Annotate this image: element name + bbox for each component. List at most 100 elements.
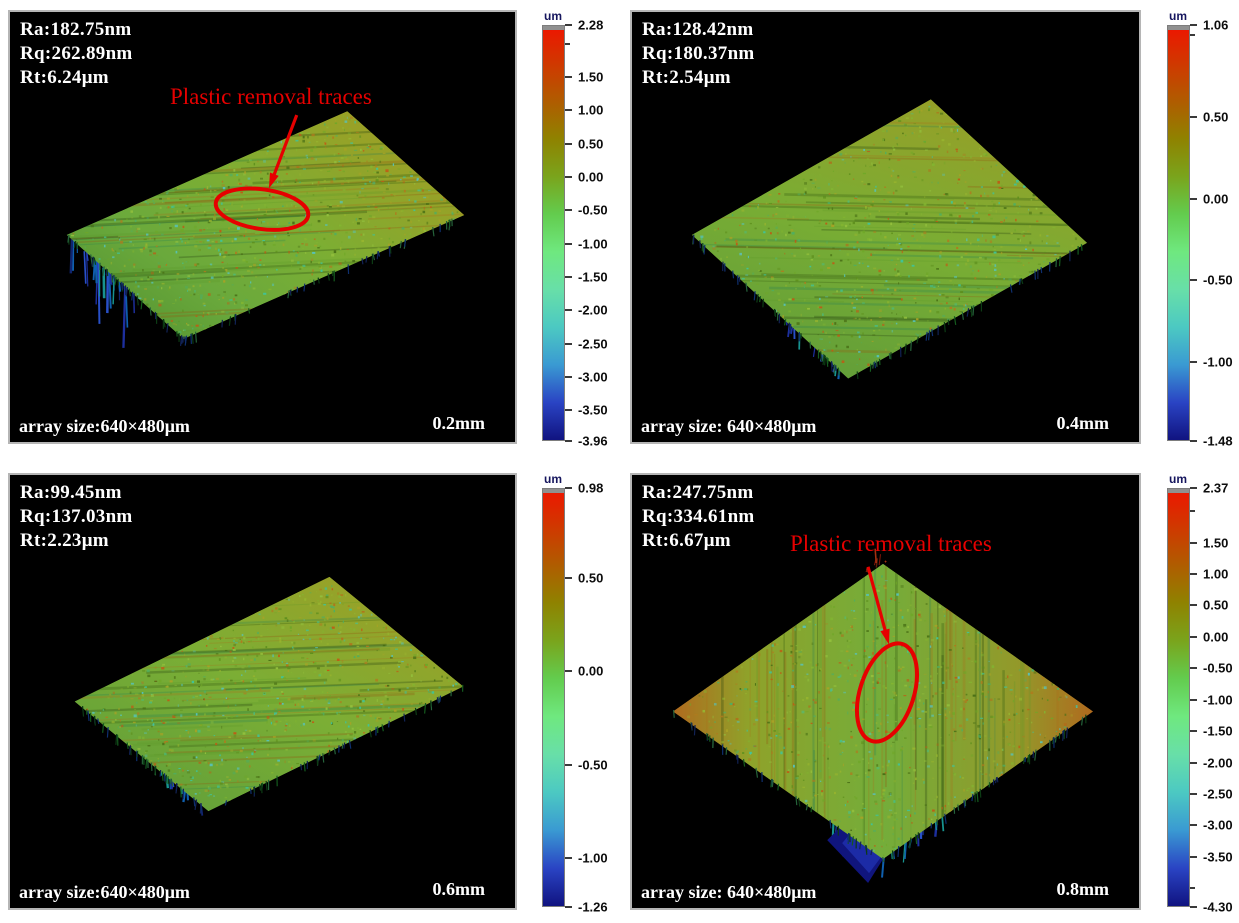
colorbar-tick-label: -0.50: [1203, 660, 1233, 676]
colorbar-tick-label: -0.50: [1203, 272, 1233, 288]
topography-panel-0.8mm: Ra:247.75nm Rq:334.61nm Rt:6.67μm Plasti…: [630, 473, 1141, 910]
scale-label: 0.2mm: [432, 413, 486, 433]
colorbar-tick-label: 0.00: [578, 663, 604, 679]
rt-value: Rt:2.23μm: [20, 530, 109, 551]
colorbar-tick-label: -1.00: [578, 236, 608, 252]
colorbar-tick-label: -2.00: [578, 302, 608, 318]
roughness-stats: Ra:99.45nm Rq:137.03nm Rt:2.23μm: [20, 481, 133, 553]
colorbar-tick: [1190, 24, 1197, 26]
colorbar-tick-label: 0.00: [1203, 191, 1229, 207]
colorbar-tick: [1190, 635, 1197, 638]
colorbar-cap: [1168, 489, 1189, 493]
colorbar-unit-label: um: [544, 472, 562, 486]
colorbar-tick-label: -3.50: [578, 402, 608, 418]
colorbar-tick-label: -1.00: [578, 850, 608, 866]
colorbar-tick-label: 1.00: [1203, 566, 1229, 582]
colorbar-tick-label: -3.96: [578, 433, 608, 449]
colorbar-ticks: 1.06 0.50 0.00 -0.50 -1.00 -1.48: [1190, 18, 1239, 449]
colorbar-tick-label: 0.50: [578, 136, 604, 152]
height-colorbar: um 2.28 1.50 1.00 0.50 0.00 -0.50 -1.00 -1.50 -2…: [536, 9, 636, 449]
colorbar-tick-label: 0.00: [1203, 629, 1229, 645]
rt-value: Rt:6.24μm: [20, 67, 109, 88]
topography-panel-0.6mm: Ra:99.45nm Rq:137.03nm Rt:2.23μm array s…: [8, 473, 517, 910]
colorbar-tick-label: -1.00: [1203, 692, 1233, 708]
colorbar-tick-label: 0.50: [1203, 109, 1229, 125]
height-colorbar: um 2.37 1.50 1.00 0.50 0.00 -0.50 -1.00 -1.50 -2…: [1161, 472, 1239, 915]
colorbar-tick: [565, 209, 572, 212]
colorbar-tick-label: -2.50: [1203, 786, 1233, 802]
colorbar-tick: [565, 906, 572, 908]
colorbar-tick: [565, 142, 572, 145]
colorbar-tick: [565, 440, 572, 442]
topography-panel-0.2mm: Ra:182.75nm Rq:262.89nm Rt:6.24μm Plasti…: [8, 10, 517, 444]
colorbar-tick: [1190, 115, 1197, 118]
colorbar-minor-tick: [1190, 887, 1195, 890]
array-size-label: array size: 640×480μm: [641, 882, 817, 902]
colorbar-minor-tick: [1190, 510, 1195, 513]
array-size-label: array size:640×480μm: [19, 882, 190, 902]
colorbar-tick: [1190, 197, 1197, 200]
colorbar-tick: [1190, 487, 1197, 489]
ra-value: Ra:128.42nm: [642, 19, 754, 40]
rq-value: Rq:262.89nm: [20, 43, 133, 64]
colorbar-tick: [1190, 761, 1197, 764]
colorbar-tick: [565, 576, 572, 579]
colorbar-tick-label: -4.30: [1203, 899, 1233, 915]
colorbar-tick: [1190, 667, 1197, 670]
colorbar-unit-label: um: [544, 9, 562, 23]
colorbar-tick: [565, 376, 572, 378]
colorbar-tick: [1190, 440, 1197, 442]
annotation-label: Plastic removal traces: [790, 531, 992, 556]
colorbar-tick-label: -3.00: [1203, 817, 1233, 833]
colorbar-tick-label: -3.50: [1203, 849, 1233, 865]
colorbar-gradient-bar: [1167, 488, 1190, 907]
colorbar-unit-label: um: [1169, 472, 1187, 486]
scale-label: 0.8mm: [1056, 879, 1110, 899]
colorbar-tick-label: -2.00: [1203, 755, 1233, 771]
colorbar-tick-label: 1.06: [1203, 17, 1229, 33]
scale-label: 0.4mm: [1056, 413, 1110, 433]
colorbar-tick-label: -1.50: [578, 269, 608, 285]
colorbar-tick: [1190, 824, 1197, 827]
roughness-stats: Ra:128.42nm Rq:180.37nm Rt:2.54μm: [642, 18, 755, 90]
surface-3d-plot: [691, 99, 1088, 380]
colorbar-tick-label: -1.26: [578, 899, 608, 915]
surface-3d-plot: [672, 548, 1094, 884]
colorbar-tick: [565, 670, 572, 673]
topography-panel-0.4mm: Ra:128.42nm Rq:180.37nm Rt:2.54μm array …: [630, 10, 1141, 444]
colorbar-tick: [565, 276, 572, 278]
colorbar-tick: [1190, 361, 1197, 364]
colorbar-tick: [1190, 730, 1197, 733]
colorbar-tick: [565, 487, 572, 489]
colorbar-tick: [565, 109, 572, 112]
colorbar-minor-tick: [1190, 33, 1195, 36]
annotation-label: Plastic removal traces: [170, 84, 372, 109]
colorbar-tick-label: -0.50: [578, 202, 608, 218]
colorbar-gradient-bar: [542, 488, 565, 907]
rq-value: Rq:180.37nm: [642, 43, 755, 64]
colorbar-tick-label: 0.98: [578, 480, 604, 496]
colorbar-tick-label: 0.50: [1203, 597, 1229, 613]
rq-value: Rq:137.03nm: [20, 506, 133, 527]
colorbar-tick: [1190, 698, 1197, 701]
colorbar-tick: [565, 763, 572, 766]
ra-value: Ra:99.45nm: [20, 482, 122, 503]
colorbar-tick: [1190, 855, 1197, 858]
colorbar-minor-tick: [565, 42, 570, 45]
ra-value: Ra:247.75nm: [642, 482, 754, 503]
colorbar-tick-label: 0.50: [578, 570, 604, 586]
colorbar-tick: [565, 857, 572, 860]
colorbar-tick: [565, 309, 572, 312]
colorbar-tick-label: -0.50: [578, 757, 608, 773]
colorbar-tick-label: 1.50: [578, 69, 604, 85]
surface-3d-plot: [74, 576, 464, 816]
array-size-label: array size:640×480μm: [19, 416, 190, 436]
colorbar-tick: [1190, 573, 1197, 576]
colorbar-tick: [565, 342, 572, 345]
colorbar-cap: [1168, 26, 1189, 30]
colorbar-tick-label: -1.00: [1203, 354, 1233, 370]
colorbar-cap: [543, 26, 564, 30]
roughness-stats: Ra:247.75nm Rq:334.61nm Rt:6.67μm: [642, 481, 755, 553]
colorbar-ticks: 2.28 1.50 1.00 0.50 0.00 -0.50 -1.00 -1.50 -2.00…: [565, 18, 635, 449]
colorbar-tick-label: -3.00: [578, 369, 608, 385]
